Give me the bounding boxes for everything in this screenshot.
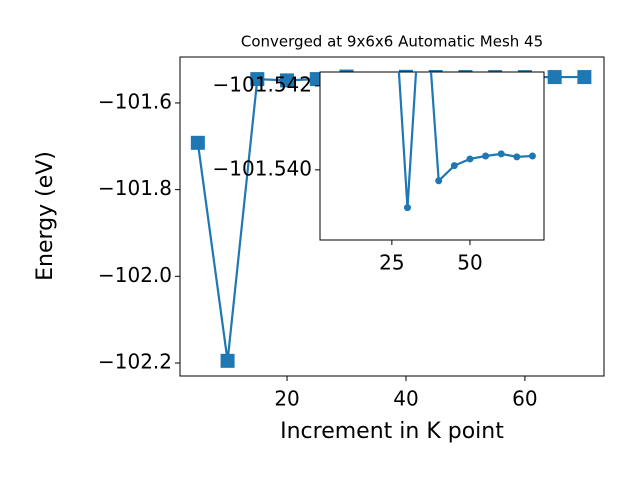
y-tick-label: −101.6 [98,89,172,113]
marker [497,150,505,158]
y-tick-label: −102.0 [98,263,172,287]
y-tick-label: −102.2 [98,349,172,373]
marker [403,204,411,212]
marker [577,70,592,85]
y-tick-label: −101.542 [213,72,312,96]
y-tick-label: −101.540 [213,156,312,180]
plot-area [397,72,536,212]
marker [250,72,265,87]
y-tick-label: −101.8 [98,176,172,200]
marker [466,155,474,163]
marker [547,70,562,85]
marker [513,153,521,161]
x-axis-label: Increment in K point [280,419,504,444]
marker [220,353,235,368]
marker [435,177,443,185]
inset-plot: 25 50 −101.542 −101.540 [213,72,536,275]
x-tick-label: 25 [379,251,404,275]
x-tick-label: 50 [457,251,482,275]
marker [450,162,458,170]
main-frame [179,56,605,377]
marker [528,152,536,160]
y-axis-label: Energy (eV) [33,151,58,281]
marker [190,135,205,150]
x-tick-label: 40 [393,387,418,411]
chart-title: Converged at 9x6x6 Automatic Mesh 45 [241,33,543,51]
x-tick-label: 20 [274,387,299,411]
marker [280,73,295,88]
marker [482,152,490,160]
x-tick-label: 60 [512,387,537,411]
